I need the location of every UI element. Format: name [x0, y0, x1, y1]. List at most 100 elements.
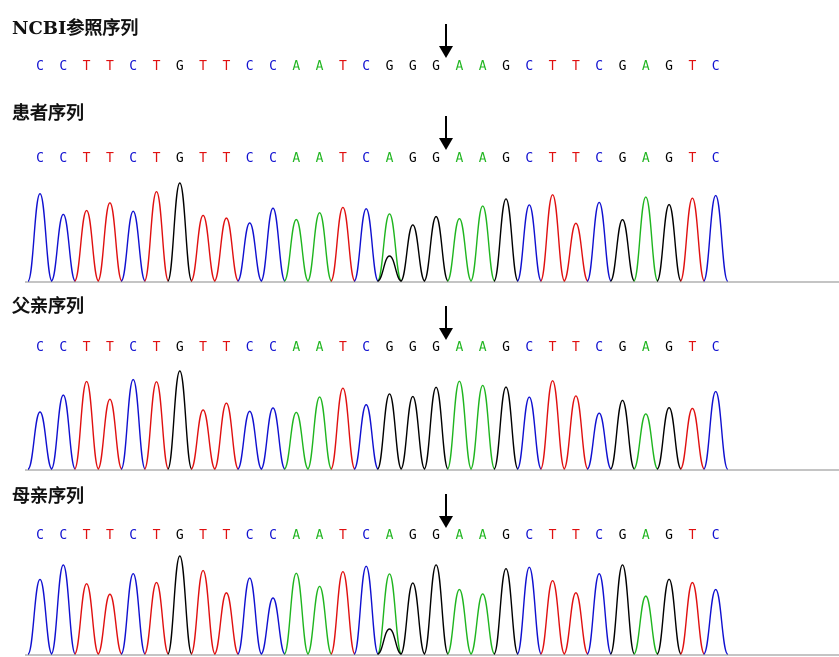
base-call: G: [385, 59, 394, 74]
panel-title-father: 父亲序列: [12, 296, 84, 317]
base-call: A: [315, 151, 324, 166]
base-call: G: [432, 528, 440, 543]
chromatogram-peak: [73, 380, 100, 470]
base-call: C: [36, 528, 44, 543]
base-call: A: [292, 59, 301, 74]
chromatogram-peak: [679, 407, 706, 470]
base-call: G: [618, 528, 627, 543]
chromatogram-peak: [493, 567, 519, 655]
base-call: C: [59, 340, 68, 355]
chromatogram-peak: [306, 212, 333, 282]
chromatogram-peak: [73, 583, 100, 655]
chromatogram-peak: [376, 393, 403, 470]
base-call: C: [269, 151, 277, 166]
variant-arrow-icon: [436, 24, 456, 58]
base-call: A: [478, 151, 487, 166]
base-call: G: [618, 340, 627, 355]
base-call: T: [152, 59, 161, 74]
chromatogram-peak: [563, 592, 589, 655]
chromatogram-peak: [50, 564, 76, 655]
chromatogram-peak: [190, 214, 216, 282]
chromatogram-peak: [539, 580, 566, 655]
base-call: C: [362, 340, 371, 355]
chromatogram-peak: [330, 206, 356, 282]
base-call: T: [688, 151, 697, 166]
base-call: C: [129, 151, 138, 166]
chromatogram-peak: [609, 564, 636, 655]
base-call: G: [502, 151, 510, 166]
base-call: C: [711, 528, 720, 543]
chromatogram-peak: [260, 207, 286, 282]
base-call: T: [222, 340, 231, 355]
chromatogram-peak: [120, 378, 146, 470]
chromatogram-peak: [143, 190, 170, 282]
base-call: A: [292, 528, 301, 543]
base-call: G: [432, 340, 440, 355]
base-call: C: [59, 59, 68, 74]
base-call: C: [525, 340, 534, 355]
base-call: T: [571, 528, 580, 543]
base-call: C: [245, 59, 254, 74]
base-call: G: [665, 151, 673, 166]
base-call: T: [199, 59, 207, 74]
base-call: C: [129, 340, 138, 355]
chromatogram-peak: [237, 410, 263, 470]
base-call: A: [385, 151, 394, 166]
base-call: G: [618, 59, 627, 74]
base-call: A: [641, 151, 650, 166]
base-call: T: [82, 340, 91, 355]
chromatogram-peak: [633, 595, 659, 655]
variant-arrow-icon: [436, 494, 456, 528]
base-call: C: [525, 151, 534, 166]
base-call: G: [502, 340, 510, 355]
variant-arrow-icon: [436, 116, 456, 150]
chromatogram-peak: [306, 585, 333, 655]
base-call: G: [502, 59, 510, 74]
base-call: C: [269, 340, 277, 355]
base-call: A: [292, 340, 301, 355]
chromatogram-peak: [400, 224, 426, 282]
chromatogram-peak: [167, 370, 193, 470]
chromatogram-peak: [493, 386, 519, 470]
base-call: G: [665, 528, 673, 543]
base-call: A: [641, 340, 650, 355]
base-call: G: [665, 59, 673, 74]
base-call: C: [269, 528, 277, 543]
chromatogram-peak: [586, 201, 612, 282]
chromatogram-father: [25, 370, 839, 471]
base-call: C: [245, 340, 254, 355]
chromatogram-secondary-peak: [377, 628, 402, 655]
chromatogram-peak: [470, 593, 496, 655]
base-call: T: [105, 151, 114, 166]
base-call: A: [292, 151, 301, 166]
chromatogram-peak: [586, 412, 612, 470]
base-call: T: [338, 340, 347, 355]
base-call: C: [595, 340, 604, 355]
chromatogram-peak: [633, 413, 659, 470]
base-call: T: [688, 340, 697, 355]
base-call: C: [36, 340, 44, 355]
base-call: T: [688, 59, 697, 74]
chromatogram-peak: [656, 203, 682, 282]
base-call: G: [408, 151, 417, 166]
chromatogram-peak: [679, 197, 706, 282]
base-call: A: [455, 151, 464, 166]
base-call: G: [408, 59, 417, 74]
chromatogram-peak: [330, 387, 356, 470]
base-call: G: [408, 340, 417, 355]
panel-title-patient: 患者序列: [12, 103, 84, 124]
chromatogram-peak: [423, 564, 449, 655]
base-call: A: [455, 340, 464, 355]
base-call: A: [315, 59, 324, 74]
base-call: G: [408, 528, 417, 543]
base-call: T: [338, 528, 347, 543]
chromatogram-peak: [190, 409, 216, 470]
base-call: T: [199, 151, 207, 166]
chromatogram-peak: [493, 198, 519, 282]
variant-arrow-icon: [436, 306, 456, 340]
base-call: T: [571, 151, 580, 166]
base-call: A: [385, 528, 394, 543]
base-call: T: [338, 59, 347, 74]
chromatogram-peak: [609, 218, 636, 282]
